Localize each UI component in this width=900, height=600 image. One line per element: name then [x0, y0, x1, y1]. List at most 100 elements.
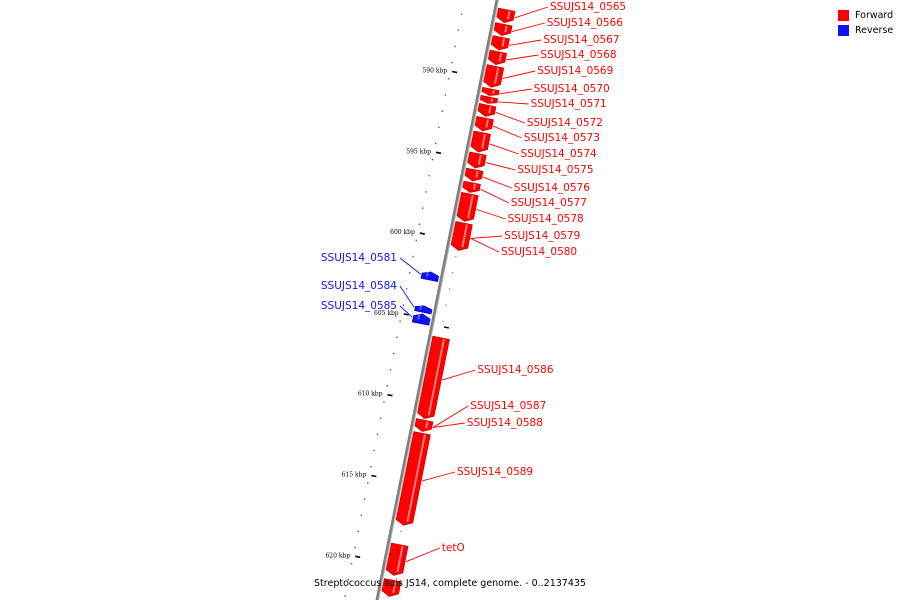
axis-dot [448, 288, 451, 290]
gene-label-ssujs14_0567[interactable]: SSUJS14_0567 [543, 34, 619, 46]
gene-label-ssujs14_0578[interactable]: SSUJS14_0578 [508, 213, 584, 225]
leader-line [497, 101, 529, 105]
reverse-swatch [838, 25, 849, 36]
gene-label-ssujs14_0572[interactable]: SSUJS14_0572 [527, 117, 603, 129]
gene-label-ssujs14_0589[interactable]: SSUJS14_0589 [457, 466, 533, 478]
gene-label-ssujs14_0580[interactable]: SSUJS14_0580 [501, 246, 577, 258]
gene-label-ssujs14_0581[interactable]: SSUJS14_0581 [321, 252, 397, 264]
label-leaders [399, 6, 549, 563]
gene-shade [425, 421, 429, 429]
gene-arrow-ssujs14_0574[interactable] [470, 130, 491, 153]
gene-arrow-ssujs14_0584[interactable] [414, 305, 433, 315]
gene-arrow-ssujs14_0567[interactable] [490, 35, 510, 51]
axis-dot [442, 320, 444, 323]
leader-line [480, 188, 509, 204]
gene-arrow-ssujs14_0577[interactable] [462, 180, 481, 193]
gene-arrow[interactable] [381, 578, 402, 597]
gene-shade [392, 581, 397, 594]
gene-label-ssujs14_0573[interactable]: SSUJS14_0573 [524, 132, 600, 144]
gene-shade [501, 38, 506, 47]
legend-item-reverse: Reverse [838, 23, 893, 38]
axis-dot [350, 562, 353, 565]
tick-mark [355, 555, 361, 559]
gene-label-ssujs14_0576[interactable]: SSUJS14_0576 [514, 182, 590, 194]
gene-shade [461, 224, 468, 248]
gene-arrow-ssujs14_0586[interactable] [417, 335, 450, 419]
gene-arrow-ssujs14_0572[interactable] [477, 103, 497, 117]
axis-dot [445, 304, 447, 306]
gene-label-ssujs14_0571[interactable]: SSUJS14_0571 [531, 98, 607, 110]
gene-arrow-ssujs14_0571[interactable] [479, 94, 499, 104]
gene-arrow-ssujs14_0578[interactable] [456, 191, 479, 222]
gene-label-ssujs14_0570[interactable]: SSUJS14_0570 [534, 83, 610, 95]
gene-label-ssujs14_0575[interactable]: SSUJS14_0575 [517, 164, 593, 176]
gene-arrow-ssujs14_0575[interactable] [467, 151, 487, 169]
axis-dot [379, 417, 382, 419]
axis-dot [376, 433, 379, 436]
gene-label-ssujs14_0568[interactable]: SSUJS14_0568 [540, 49, 616, 61]
gene-shade [492, 90, 495, 94]
forward-swatch [838, 10, 849, 21]
gene-shade [485, 119, 489, 128]
axis-dot [396, 336, 398, 339]
gene-label-ssujs14_0569[interactable]: SSUJS14_0569 [537, 65, 613, 77]
axis-dot [386, 385, 388, 387]
tick-mark [443, 326, 450, 329]
gene-label-ssujs14_0587[interactable]: SSUJS14_0587 [470, 400, 546, 412]
axis-dot [425, 191, 427, 193]
gene-label-ssujs14_0588[interactable]: SSUJS14_0588 [467, 417, 543, 429]
gene-shade [475, 170, 479, 178]
leader-line [489, 143, 519, 155]
gene-arrow-ssujs14_0568[interactable] [487, 49, 508, 66]
gene-arrow-ssujs14_0585[interactable] [411, 313, 431, 326]
leader-line [470, 238, 500, 253]
axis-dot [370, 465, 372, 468]
gene-shade [488, 106, 492, 114]
gene-arrow-ssujs14_0576[interactable] [464, 167, 484, 182]
gene-arrow-ssujs14_0566[interactable] [493, 22, 513, 36]
gene-shade [427, 339, 445, 416]
gene-arrow-ssujs14_0569[interactable] [483, 64, 505, 88]
leader-line [476, 208, 506, 220]
axis-dot [409, 271, 411, 274]
gene-label-ssujs14_0565[interactable]: SSUJS14_0565 [550, 1, 626, 13]
gene-label-ssujs14_0584[interactable]: SSUJS14_0584 [321, 280, 397, 292]
gene-arrow-ssujs14_0587[interactable] [414, 418, 434, 432]
axis-dot [399, 320, 401, 322]
gene-label-ssujs14_0574[interactable]: SSUJS14_0574 [521, 148, 597, 160]
axis-dot [447, 77, 450, 80]
axis-dot [354, 546, 356, 549]
gene-label-ssujs14_0579[interactable]: SSUJS14_0579 [504, 230, 580, 242]
gene-label-ssujs14_0586[interactable]: SSUJS14_0586 [477, 364, 553, 376]
gene-arrow-ssujs14_0588[interactable] [395, 431, 431, 526]
gene-label-ssujs14_0577[interactable]: SSUJS14_0577 [511, 197, 587, 209]
gene-arrow-teto[interactable] [385, 542, 409, 576]
axis-dot [438, 126, 440, 129]
gene-arrow-ssujs14_0565[interactable] [496, 7, 516, 24]
tick-label: 590 kbp [422, 67, 447, 74]
axis-dot [431, 158, 434, 161]
legend-forward-label: Forward [855, 10, 894, 21]
axis-dot [389, 368, 392, 371]
gene-arrow-ssujs14_0581[interactable] [420, 271, 440, 282]
gene-label-ssujs14_0585[interactable]: SSUJS14_0585 [321, 300, 397, 312]
legend: Forward Reverse [838, 8, 893, 38]
gene-label-ssujs14_0566[interactable]: SSUJS14_0566 [547, 17, 623, 29]
axis-dot [363, 498, 366, 500]
tick-label: 605 kbp [374, 310, 399, 317]
axis-dot [421, 207, 424, 209]
axis-dot [441, 110, 443, 112]
tick-label: 600 kbp [390, 229, 415, 236]
tick-mark [451, 70, 458, 74]
gene-arrow-ssujs14_0573[interactable] [474, 115, 494, 132]
gene-label-teto[interactable]: tetO [442, 542, 465, 554]
leader-line [399, 305, 413, 318]
gene-arrow-ssujs14_0579[interactable] [450, 221, 473, 251]
tick-mark [403, 313, 409, 316]
leader-line [511, 22, 545, 33]
legend-item-forward: Forward [838, 8, 893, 23]
gene-shade [498, 52, 503, 62]
gene-arrow-ssujs14_0570[interactable] [481, 86, 500, 96]
gene-shade [494, 67, 500, 85]
